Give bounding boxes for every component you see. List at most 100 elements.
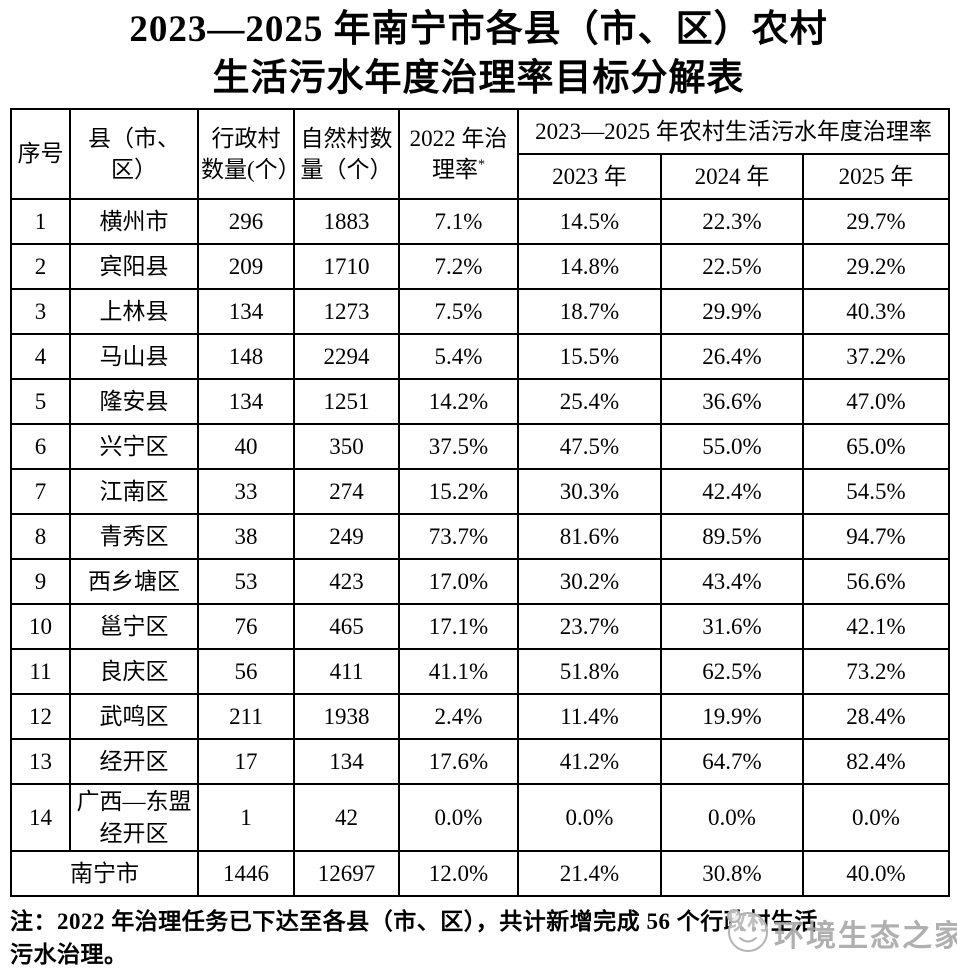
cell-admin-villages: 134 [197,378,295,425]
cell-county: 西乡塘区 [69,558,199,605]
table-row: 12 武鸣区 211 1938 2.4% 11.4% 19.9% 28.4% [10,693,950,740]
cell-county: 经开区 [69,738,199,785]
cell-natural-villages: 1251 [293,378,400,425]
cell-rate-2022: 73.7% [398,513,519,560]
cell-rate-2022: 7.1% [398,198,519,245]
table-row: 7 江南区 33 274 15.2% 30.3% 42.4% 54.5% [10,468,950,515]
total-admin-cell: 1446 [197,850,295,897]
header-admin-villages: 行政村数量(个） [197,108,295,200]
cell-rate-2022: 7.2% [398,243,519,290]
footnote-line2: 污水治理。 [10,942,128,967]
header-year-2025: 2025 年 [802,153,950,200]
cell-natural-villages: 465 [293,603,400,650]
cell-natural-villages: 1883 [293,198,400,245]
cell-rate-2024: 19.9% [660,693,804,740]
cell-index: 4 [10,333,71,380]
cell-admin-villages: 211 [197,693,295,740]
cell-county: 马山县 [69,333,199,380]
cell-rate-2023: 11.4% [517,693,662,740]
total-rate-2024-cell: 30.8% [660,850,804,897]
cell-rate-2025: 29.7% [802,198,950,245]
cell-county: 宾阳县 [69,243,199,290]
cell-rate-2025: 0.0% [802,783,950,852]
cell-admin-villages: 134 [197,288,295,335]
cell-index: 8 [10,513,71,560]
cell-county: 青秀区 [69,513,199,560]
cell-rate-2022: 2.4% [398,693,519,740]
cell-rate-2025: 73.2% [802,648,950,695]
cell-rate-2023: 41.2% [517,738,662,785]
header-group-2023-2025: 2023—2025 年农村生活污水年度治理率 [517,108,950,155]
cell-rate-2025: 37.2% [802,333,950,380]
footnote: 注：2022 年治理任务已下达至各县（市、区），共计新增完成 56 个行政村生活… [10,905,949,971]
cell-rate-2023: 0.0% [517,783,662,852]
total-rate-2022-cell: 12.0% [398,850,519,897]
cell-rate-2023: 25.4% [517,378,662,425]
header-county: 县（市、区） [69,108,199,200]
header-natural-villages: 自然村数量（个） [293,108,400,200]
cell-rate-2023: 51.8% [517,648,662,695]
cell-admin-villages: 209 [197,243,295,290]
cell-index: 2 [10,243,71,290]
cell-natural-villages: 42 [293,783,400,852]
header-row-1: 序号 县（市、区） 行政村数量(个） 自然村数量（个） 2022 年治理率* 2… [10,108,950,200]
cell-natural-villages: 274 [293,468,400,515]
cell-rate-2025: 47.0% [802,378,950,425]
cell-index: 6 [10,423,71,470]
cell-index: 7 [10,468,71,515]
cell-rate-2023: 15.5% [517,333,662,380]
cell-rate-2025: 56.6% [802,558,950,605]
header-rate-2022: 2022 年治理率* [398,108,519,200]
cell-admin-villages: 148 [197,333,295,380]
cell-admin-villages: 17 [197,738,295,785]
cell-county: 江南区 [69,468,199,515]
cell-admin-villages: 40 [197,423,295,470]
cell-rate-2025: 54.5% [802,468,950,515]
cell-rate-2022: 17.6% [398,738,519,785]
table-row: 3 上林县 134 1273 7.5% 18.7% 29.9% 40.3% [10,288,950,335]
header-rate-2022-text: 2022 年治理率 [409,125,508,182]
total-rate-2025-cell: 40.0% [802,850,950,897]
cell-admin-villages: 56 [197,648,295,695]
cell-county: 广西—东盟经开区 [69,783,199,852]
cell-rate-2022: 37.5% [398,423,519,470]
cell-admin-villages: 38 [197,513,295,560]
header-rate-2022-asterisk: * [478,157,485,173]
cell-rate-2025: 94.7% [802,513,950,560]
cell-rate-2025: 42.1% [802,603,950,650]
cell-natural-villages: 2294 [293,333,400,380]
cell-natural-villages: 350 [293,423,400,470]
cell-county: 兴宁区 [69,423,199,470]
table-row: 13 经开区 17 134 17.6% 41.2% 64.7% 82.4% [10,738,950,785]
total-label-cell: 南宁市 [10,850,199,897]
cell-admin-villages: 53 [197,558,295,605]
cell-admin-villages: 76 [197,603,295,650]
cell-index: 13 [10,738,71,785]
cell-rate-2024: 26.4% [660,333,804,380]
cell-index: 14 [10,783,71,852]
cell-rate-2024: 29.9% [660,288,804,335]
cell-admin-villages: 1 [197,783,295,852]
table-row: 10 邕宁区 76 465 17.1% 23.7% 31.6% 42.1% [10,603,950,650]
page-title-line2: 生活污水年度治理率目标分解表 [212,58,745,99]
cell-rate-2022: 7.5% [398,288,519,335]
page-title: 2023—2025 年南宁市各县（市、区）农村 生活污水年度治理率目标分解表 [0,0,957,103]
cell-natural-villages: 134 [293,738,400,785]
footnote-line1: 注：2022 年治理任务已下达至各县（市、区），共计新增完成 56 个行政村生活 [10,909,818,934]
cell-county: 邕宁区 [69,603,199,650]
table-row: 9 西乡塘区 53 423 17.0% 30.2% 43.4% 56.6% [10,558,950,605]
table-row: 5 隆安县 134 1251 14.2% 25.4% 36.6% 47.0% [10,378,950,425]
header-index: 序号 [10,108,71,200]
cell-rate-2022: 0.0% [398,783,519,852]
cell-natural-villages: 1938 [293,693,400,740]
cell-rate-2024: 89.5% [660,513,804,560]
cell-rate-2023: 81.6% [517,513,662,560]
cell-natural-villages: 1710 [293,243,400,290]
cell-rate-2023: 30.3% [517,468,662,515]
header-year-2023: 2023 年 [517,153,662,200]
total-natural-cell: 12697 [293,850,400,897]
total-row: 南宁市 1446 12697 12.0% 21.4% 30.8% 40.0% [10,850,950,897]
cell-index: 3 [10,288,71,335]
page-title-line1: 2023—2025 年南宁市各县（市、区）农村 [129,9,828,50]
cell-rate-2024: 43.4% [660,558,804,605]
